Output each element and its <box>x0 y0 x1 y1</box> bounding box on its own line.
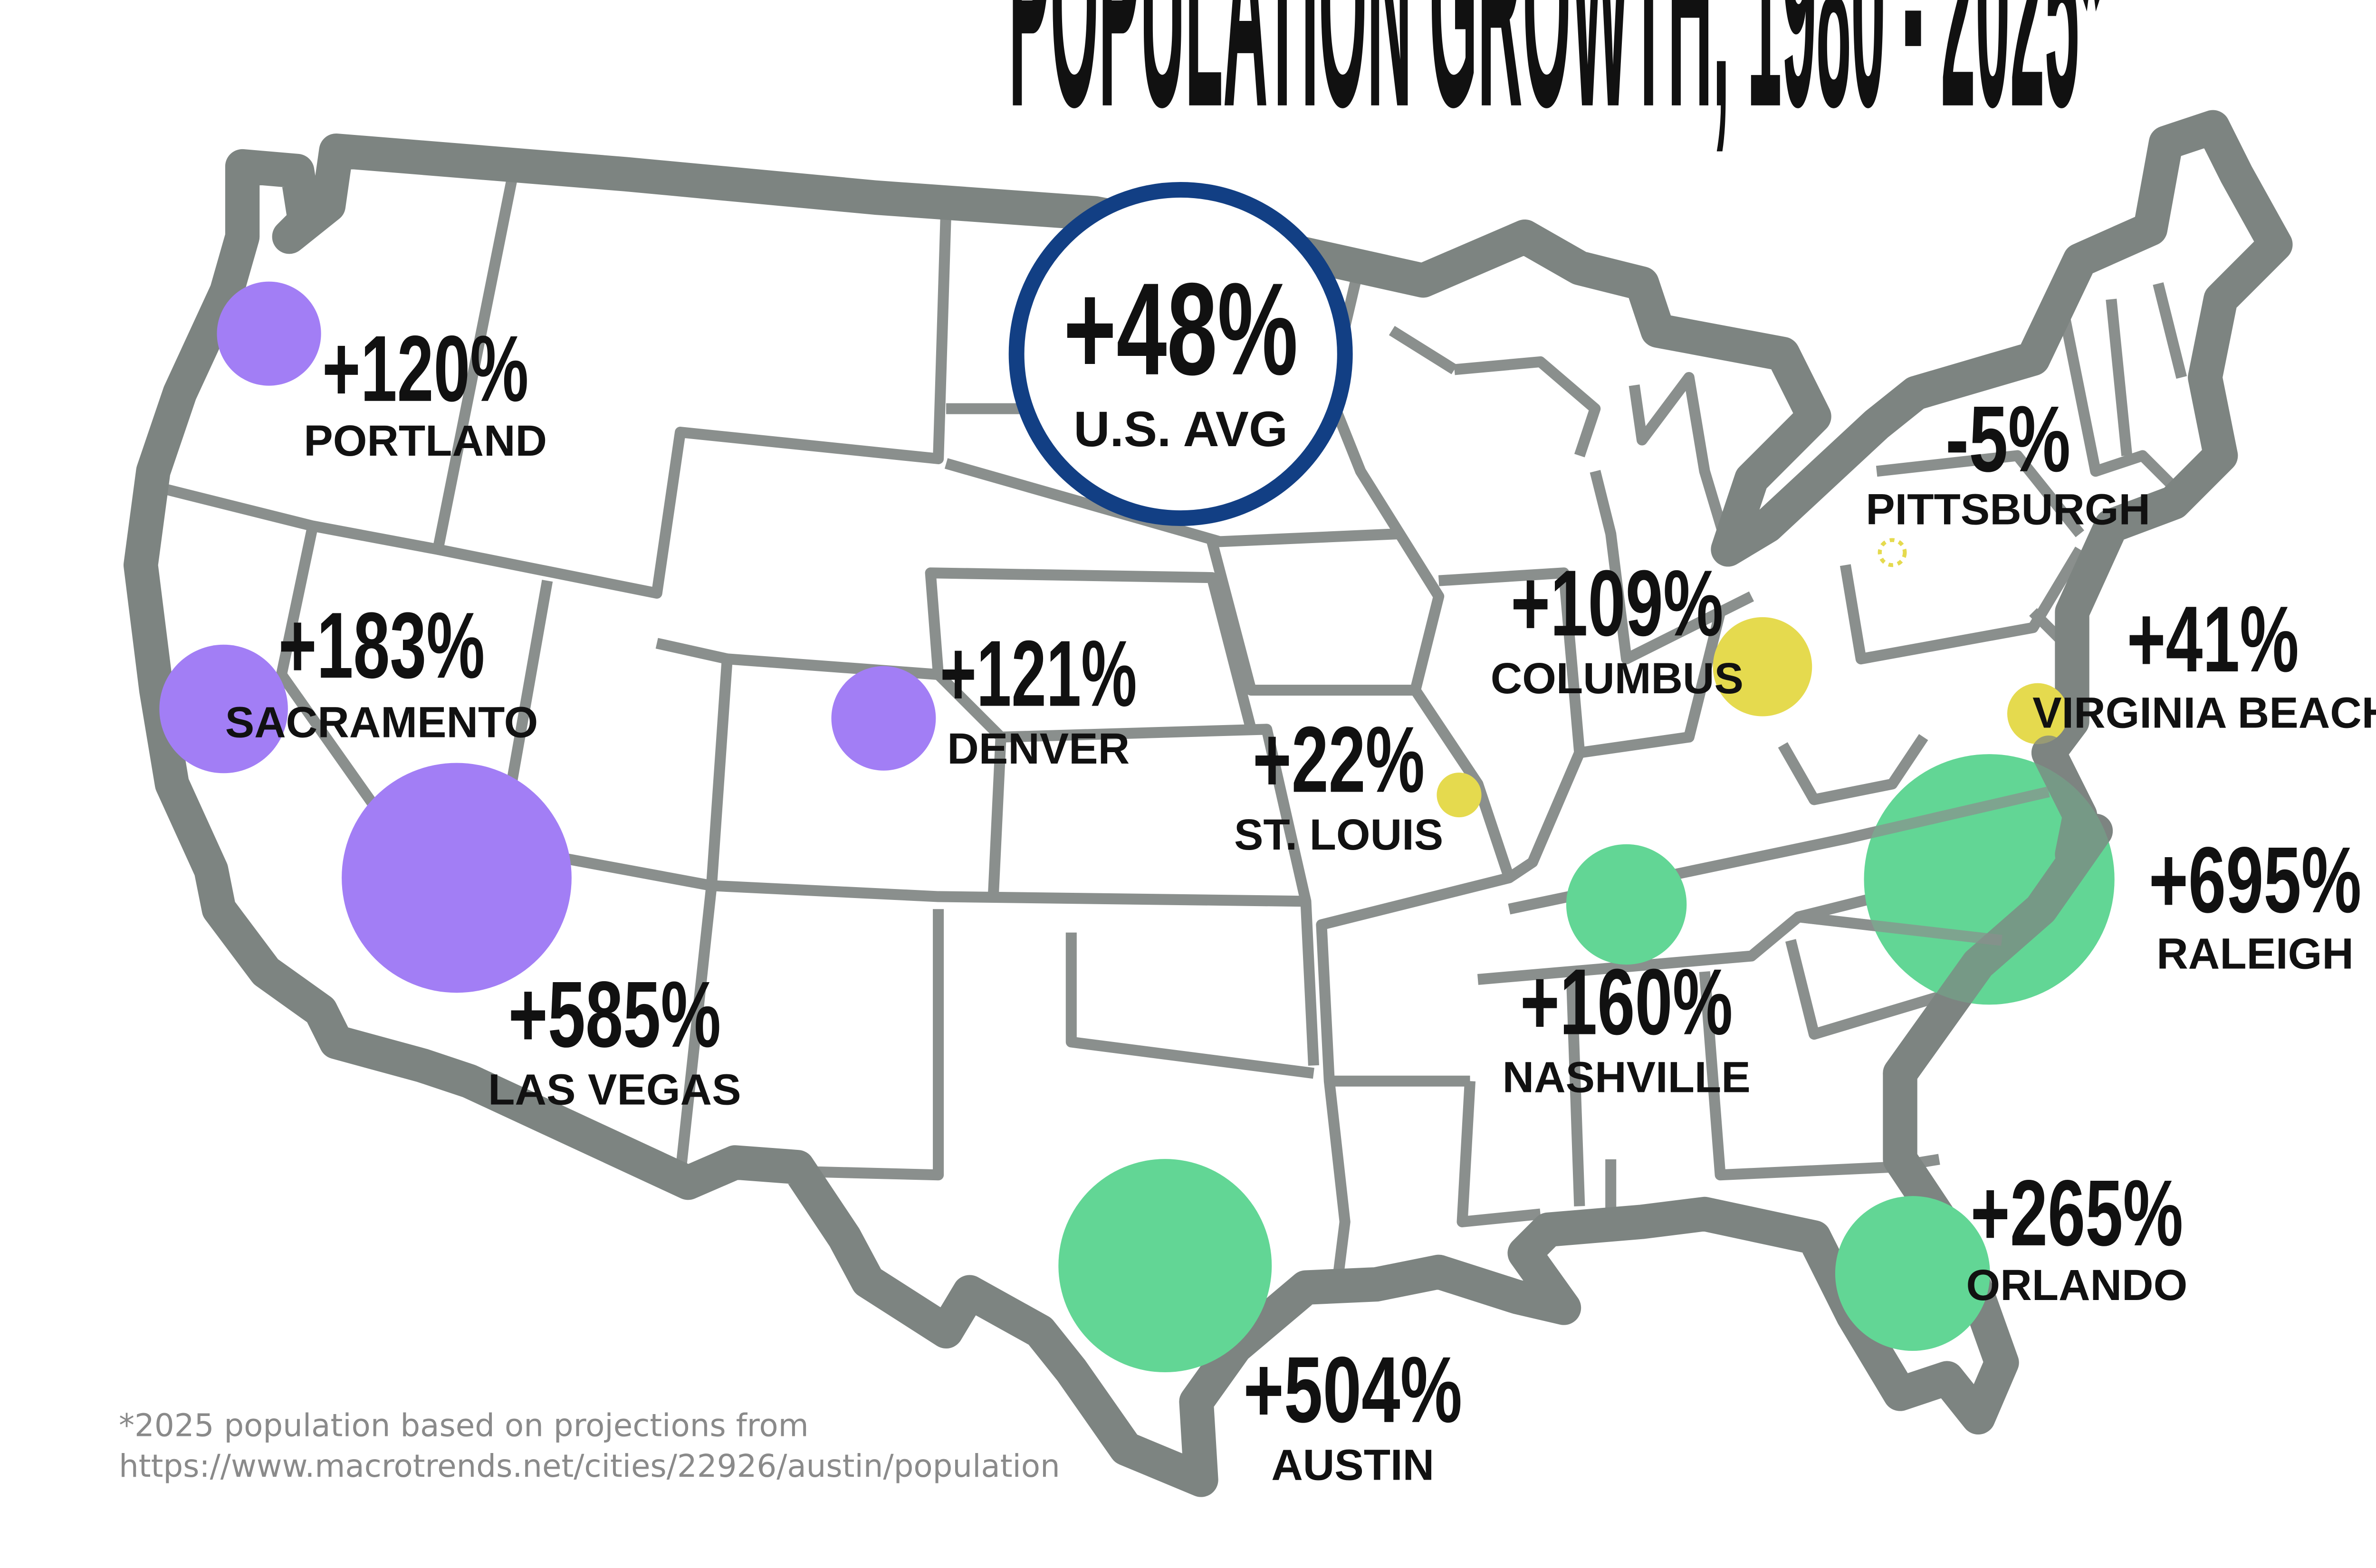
city-labels: +120% PORTLAND +183% SACRAMENTO +585% LA… <box>225 316 2376 1490</box>
growth-virginia-beach: +41% <box>2127 586 2299 691</box>
growth-las-vegas: +585% <box>508 962 721 1067</box>
bubble-denver <box>831 666 936 771</box>
bubble-virginia-beach <box>2007 683 2069 745</box>
growth-raleigh: +695% <box>2149 827 2362 932</box>
bubble-columbus <box>1713 617 1812 717</box>
city-orlando: ORLANDO <box>1966 1261 2188 1310</box>
bubble-austin <box>1058 1159 1272 1373</box>
city-columbus: COLUMBUS <box>1491 654 1744 703</box>
growth-orlando: +265% <box>1971 1160 2184 1265</box>
city-denver: DENVER <box>947 724 1130 773</box>
city-pittsburgh: PITTSBURGH <box>1866 485 2150 534</box>
us-average-label: U.S. AVG <box>1073 402 1288 457</box>
growth-pittsburgh: -5% <box>1945 386 2070 491</box>
growth-nashville: +160% <box>1520 949 1733 1054</box>
city-nashville: NASHVILLE <box>1503 1052 1751 1101</box>
us-average-ring <box>1008 182 1353 526</box>
growth-denver: +121% <box>940 621 1137 726</box>
city-virginia-beach: VIRGINIA BEACH <box>2032 688 2376 737</box>
city-austin: AUSTIN <box>1271 1440 1434 1489</box>
growth-sacramento: +183% <box>278 593 485 698</box>
bubble-orlando <box>1835 1196 1990 1351</box>
bubble-st-louis <box>1437 772 1482 818</box>
city-portland: PORTLAND <box>304 416 547 465</box>
bubble-pittsburgh <box>1878 538 1907 567</box>
footnote-line-2: https://www.macrotrends.net/cities/22926… <box>119 1448 1060 1484</box>
growth-st-louis: +22% <box>1253 707 1425 812</box>
growth-portland: +120% <box>322 316 528 421</box>
growth-columbus: +109% <box>1511 550 1724 655</box>
city-raleigh: RALEIGH <box>2156 929 2354 978</box>
bubble-nashville <box>1566 844 1687 965</box>
bubble-sacramento <box>159 644 288 774</box>
city-sacramento: SACRAMENTO <box>225 698 538 746</box>
growth-austin: +504% <box>1243 1337 1462 1442</box>
map-title: POPULATION GROWTH, 1980 - 2025* <box>1009 0 2104 169</box>
bubble-portland <box>217 281 321 386</box>
raleigh-border-overlay <box>1798 786 2050 946</box>
us-average-value: +48% <box>1063 256 1298 402</box>
bubble-las-vegas <box>342 763 572 993</box>
city-las-vegas: LAS VEGAS <box>488 1065 741 1114</box>
city-st-louis: ST. LOUIS <box>1234 810 1443 859</box>
east-coast-overlay <box>1883 735 2113 1091</box>
footnote-line-1: *2025 population based on projections fr… <box>119 1407 809 1444</box>
